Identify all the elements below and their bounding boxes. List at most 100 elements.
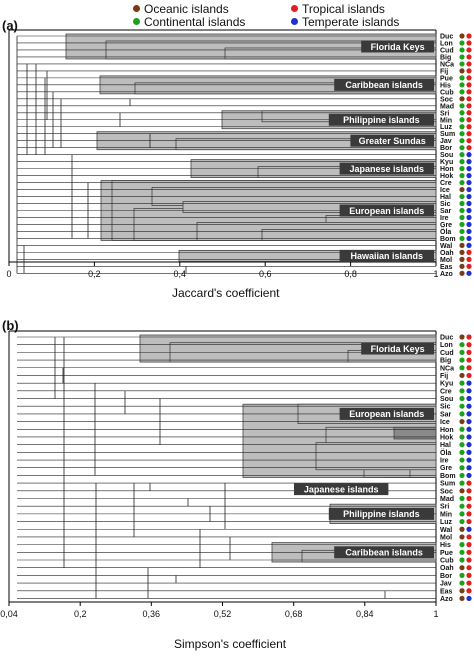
group-label: Caribbean islands: [345, 80, 423, 90]
tropical-dot-icon: [466, 138, 472, 144]
island-code: Öla: [440, 227, 451, 236]
island-code: Azo: [440, 271, 453, 278]
oceanic-dot-icon: [459, 488, 465, 494]
continental-dot-icon: [459, 207, 465, 214]
continental-dot-icon: [459, 138, 465, 144]
island-code: Oah: [440, 565, 454, 572]
continental-dot-icon: [459, 357, 465, 363]
island-code: Fij: [440, 373, 448, 380]
temperate-dot-icon: [466, 418, 472, 425]
temperate-dot-icon: [466, 221, 472, 228]
continental-dot-icon: [459, 411, 465, 417]
island-code: Pue: [440, 550, 453, 557]
island-code: Lon: [440, 342, 453, 349]
island-code: Ice: [440, 187, 450, 194]
oceanic-dot-icon: [459, 263, 465, 269]
tropical-dot-icon: [466, 565, 472, 571]
island-code: Min: [440, 511, 452, 518]
oceanic-dot-icon: [459, 186, 465, 193]
oceanic-dot-icon: [459, 372, 465, 379]
temperate-dot-icon: [466, 595, 472, 602]
continental-dot-icon: [459, 221, 465, 228]
tropical-dot-icon: [466, 82, 472, 88]
continental-dot-icon: [459, 542, 465, 548]
x-tick-label: 0,4: [174, 269, 187, 279]
island-code: Cub: [440, 89, 454, 96]
continental-dot-icon: [459, 518, 465, 525]
island-code: Mad: [440, 103, 454, 110]
oceanic-dot-icon: [459, 595, 465, 602]
continental-dot-icon: [459, 349, 465, 355]
tropical-dot-icon: [466, 495, 472, 502]
continental-dot-icon: [459, 159, 465, 165]
tropical-dot-icon: [466, 518, 472, 525]
tropical-dot-icon: [466, 549, 472, 555]
island-code: Ire: [440, 458, 449, 465]
temperate-dot-icon: [466, 200, 472, 207]
island-code: Hok: [440, 434, 453, 441]
temperate-dot-icon: [466, 442, 472, 448]
continental-dot-icon: [459, 82, 465, 88]
panel-a-label: (a): [2, 18, 18, 33]
x-tick-label: 0,6: [259, 269, 272, 279]
island-code: Hal: [440, 194, 451, 201]
continental-dot-icon: [459, 235, 465, 242]
oceanic-dot-icon: [459, 256, 465, 262]
cluster-box: [134, 82, 437, 95]
tropical-dot-icon: [466, 572, 472, 578]
panel-b-dendrogram: DucLonCudBigNCaFijKyuCreSouSicSarIceHonH…: [0, 330, 472, 619]
island-code: Big: [440, 358, 451, 365]
group-label: Florida Keys: [371, 42, 425, 52]
legend-label: Temperate islands: [302, 15, 400, 29]
continental-dot-icon: [459, 388, 465, 394]
tropical-dot-icon: [291, 5, 298, 12]
tropical-dot-icon: [466, 511, 472, 517]
continental-dot-icon: [459, 228, 465, 235]
tropical-dot-icon: [466, 256, 472, 262]
island-code: Jav: [440, 581, 452, 588]
island-code: Hon: [440, 166, 454, 173]
island-code: His: [440, 82, 451, 89]
island-code: Sic: [440, 404, 451, 411]
continental-dot-icon: [459, 179, 465, 186]
group-label-box: [361, 40, 434, 53]
island-code: Min: [440, 117, 452, 124]
group-label-box: [328, 507, 434, 520]
tropical-dot-icon: [466, 40, 472, 46]
temperate-dot-icon: [466, 235, 472, 242]
tropical-dot-icon: [466, 542, 472, 548]
panel-a-dendrogram: DucLonCudBigNCaFijPueHisCubSocMadSriMinL…: [6, 29, 472, 279]
continental-dot-icon: [459, 54, 465, 60]
tropical-dot-icon: [466, 588, 472, 594]
tropical-dot-icon: [466, 580, 472, 586]
oceanic-dot-icon: [459, 242, 465, 248]
continental-dot-icon: [459, 110, 465, 116]
island-code: Duc: [440, 34, 453, 41]
x-tick-label: 1: [433, 609, 438, 619]
group-label: Philippine islands: [343, 509, 420, 519]
legend-label: Tropical islands: [302, 2, 385, 16]
island-code: Gre: [440, 465, 452, 472]
x-tick-label: 0,84: [356, 609, 374, 619]
group-label-box: [339, 407, 434, 420]
temperate-dot-icon: [466, 166, 472, 172]
tropical-dot-icon: [466, 372, 472, 379]
island-code: Lon: [440, 40, 453, 47]
x-tick-label: 0: [6, 269, 11, 279]
group-label-box: [361, 342, 434, 355]
continental-dot-icon: [459, 342, 465, 348]
continental-dot-icon: [459, 380, 465, 386]
oceanic-dot-icon: [459, 249, 465, 255]
legend-oceanic: Oceanic islands: [133, 2, 229, 16]
temperate-dot-icon: [466, 403, 472, 409]
island-code: Cud: [440, 47, 454, 54]
legend-label: Oceanic islands: [144, 2, 229, 16]
continental-dot-icon: [459, 403, 465, 409]
continental-dot-icon: [459, 89, 465, 95]
tropical-dot-icon: [466, 145, 472, 151]
oceanic-dot-icon: [459, 588, 465, 594]
island-code: Eas: [440, 264, 453, 271]
island-code: Hon: [440, 427, 454, 434]
continental-dot-icon: [459, 457, 465, 463]
tropical-dot-icon: [466, 68, 472, 74]
